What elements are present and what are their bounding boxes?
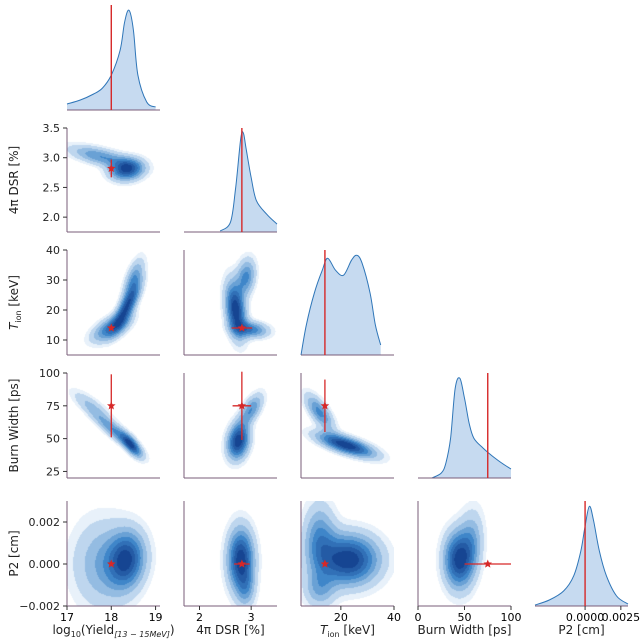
marginal-tion	[300, 250, 394, 356]
marginal-area	[301, 255, 381, 355]
truth-star-marker	[107, 401, 116, 410]
kde-density-image	[184, 501, 277, 606]
joint-bw-vs-yield	[66, 373, 160, 479]
y-tick-label: 0.000	[29, 558, 61, 571]
x-axis-label-tion: Tion [keV]	[320, 623, 375, 639]
x-tick-label: 0.0000	[566, 611, 605, 624]
y-tick-label: 40	[46, 244, 60, 257]
y-tick-label: 0.002	[29, 516, 61, 529]
x-tick-label: 18	[104, 611, 118, 624]
truth-star-marker	[237, 401, 247, 410]
x-tick-label: 3	[248, 611, 255, 624]
y-tick-label: 75	[46, 400, 60, 413]
kde-density-image	[67, 373, 160, 478]
y-tick-label: 50	[46, 433, 60, 446]
truth-star-marker	[107, 323, 116, 332]
x-tick-label: 40	[387, 611, 401, 624]
marginal-bw	[418, 373, 512, 479]
marginal-area	[535, 506, 628, 606]
marginal-curve	[66, 9, 156, 108]
kde-density-image	[418, 501, 511, 606]
x-tick-label: 19	[149, 611, 163, 624]
y-axis-label-dsr: 4π DSR [%]	[7, 146, 21, 214]
y-tick-label: 3.5	[43, 122, 61, 135]
y-tick-label: −0.002	[19, 600, 60, 613]
x-tick-label: 50	[458, 611, 472, 624]
x-tick-label: 0.0025	[602, 611, 640, 624]
marginal-dsr	[184, 128, 278, 233]
marginal-area	[431, 377, 511, 478]
y-tick-label: 2.5	[43, 181, 61, 194]
joint-dsr-vs-yield	[66, 128, 160, 233]
y-axis-label-tion: Tion [keV]	[7, 275, 23, 330]
truth-star-marker	[320, 559, 330, 568]
x-tick-label: 17	[60, 611, 74, 624]
kde-density-image	[67, 128, 160, 232]
joint-p2-vs-dsr	[183, 501, 277, 607]
truth-star-marker	[320, 401, 330, 410]
y-tick-label: 10	[46, 334, 60, 347]
marginal-p2	[534, 501, 629, 607]
joint-tion-vs-yield	[66, 250, 160, 356]
y-tick-label: 20	[46, 304, 60, 317]
y-tick-label: 2.0	[43, 211, 61, 224]
kde-density-image	[67, 501, 160, 606]
joint-bw-vs-dsr	[183, 373, 277, 479]
kde-density-image	[67, 250, 160, 355]
x-tick-label: 100	[501, 611, 522, 624]
joint-tion-vs-dsr	[183, 250, 277, 356]
x-axis-label-p2: P2 [cm]	[558, 623, 604, 637]
marginal-curve	[431, 377, 512, 479]
y-axis-label-p2: P2 [cm]	[7, 530, 21, 576]
kde-density-image	[301, 373, 394, 478]
truth-star-marker	[237, 323, 247, 332]
joint-p2-vs-yield	[66, 501, 160, 607]
truth-star-marker	[107, 163, 116, 173]
x-axis-label-yield: log10(Yield[13 − 15MeV])	[52, 623, 174, 639]
x-tick-label: 2	[196, 611, 203, 624]
marginal-curve	[534, 505, 629, 606]
y-tick-label: 25	[46, 465, 60, 478]
kde-density-image	[301, 501, 394, 606]
y-tick-label: 3.0	[43, 152, 61, 165]
kde-density-image	[184, 373, 277, 478]
joint-p2-vs-tion	[300, 501, 394, 607]
truth-star-marker	[107, 559, 116, 568]
marginal-yield	[66, 5, 160, 111]
x-tick-label: 20	[334, 611, 348, 624]
marginal-area	[220, 131, 277, 232]
x-axis-label-bw: Burn Width [ps]	[418, 623, 512, 637]
truth-star-marker	[237, 559, 247, 568]
x-axis-label-dsr: 4π DSR [%]	[196, 623, 264, 637]
truth-star-marker	[483, 559, 492, 568]
marginal-curve	[219, 131, 278, 232]
y-tick-label: 100	[39, 367, 60, 380]
y-tick-label: 30	[46, 274, 60, 287]
y-axis-label-bw: Burn Width [ps]	[7, 379, 21, 473]
marginal-curve	[300, 254, 382, 356]
x-tick-label: 0	[415, 611, 422, 624]
joint-p2-vs-bw	[417, 501, 511, 607]
kde-density-image	[184, 250, 277, 355]
joint-bw-vs-tion	[300, 373, 394, 479]
